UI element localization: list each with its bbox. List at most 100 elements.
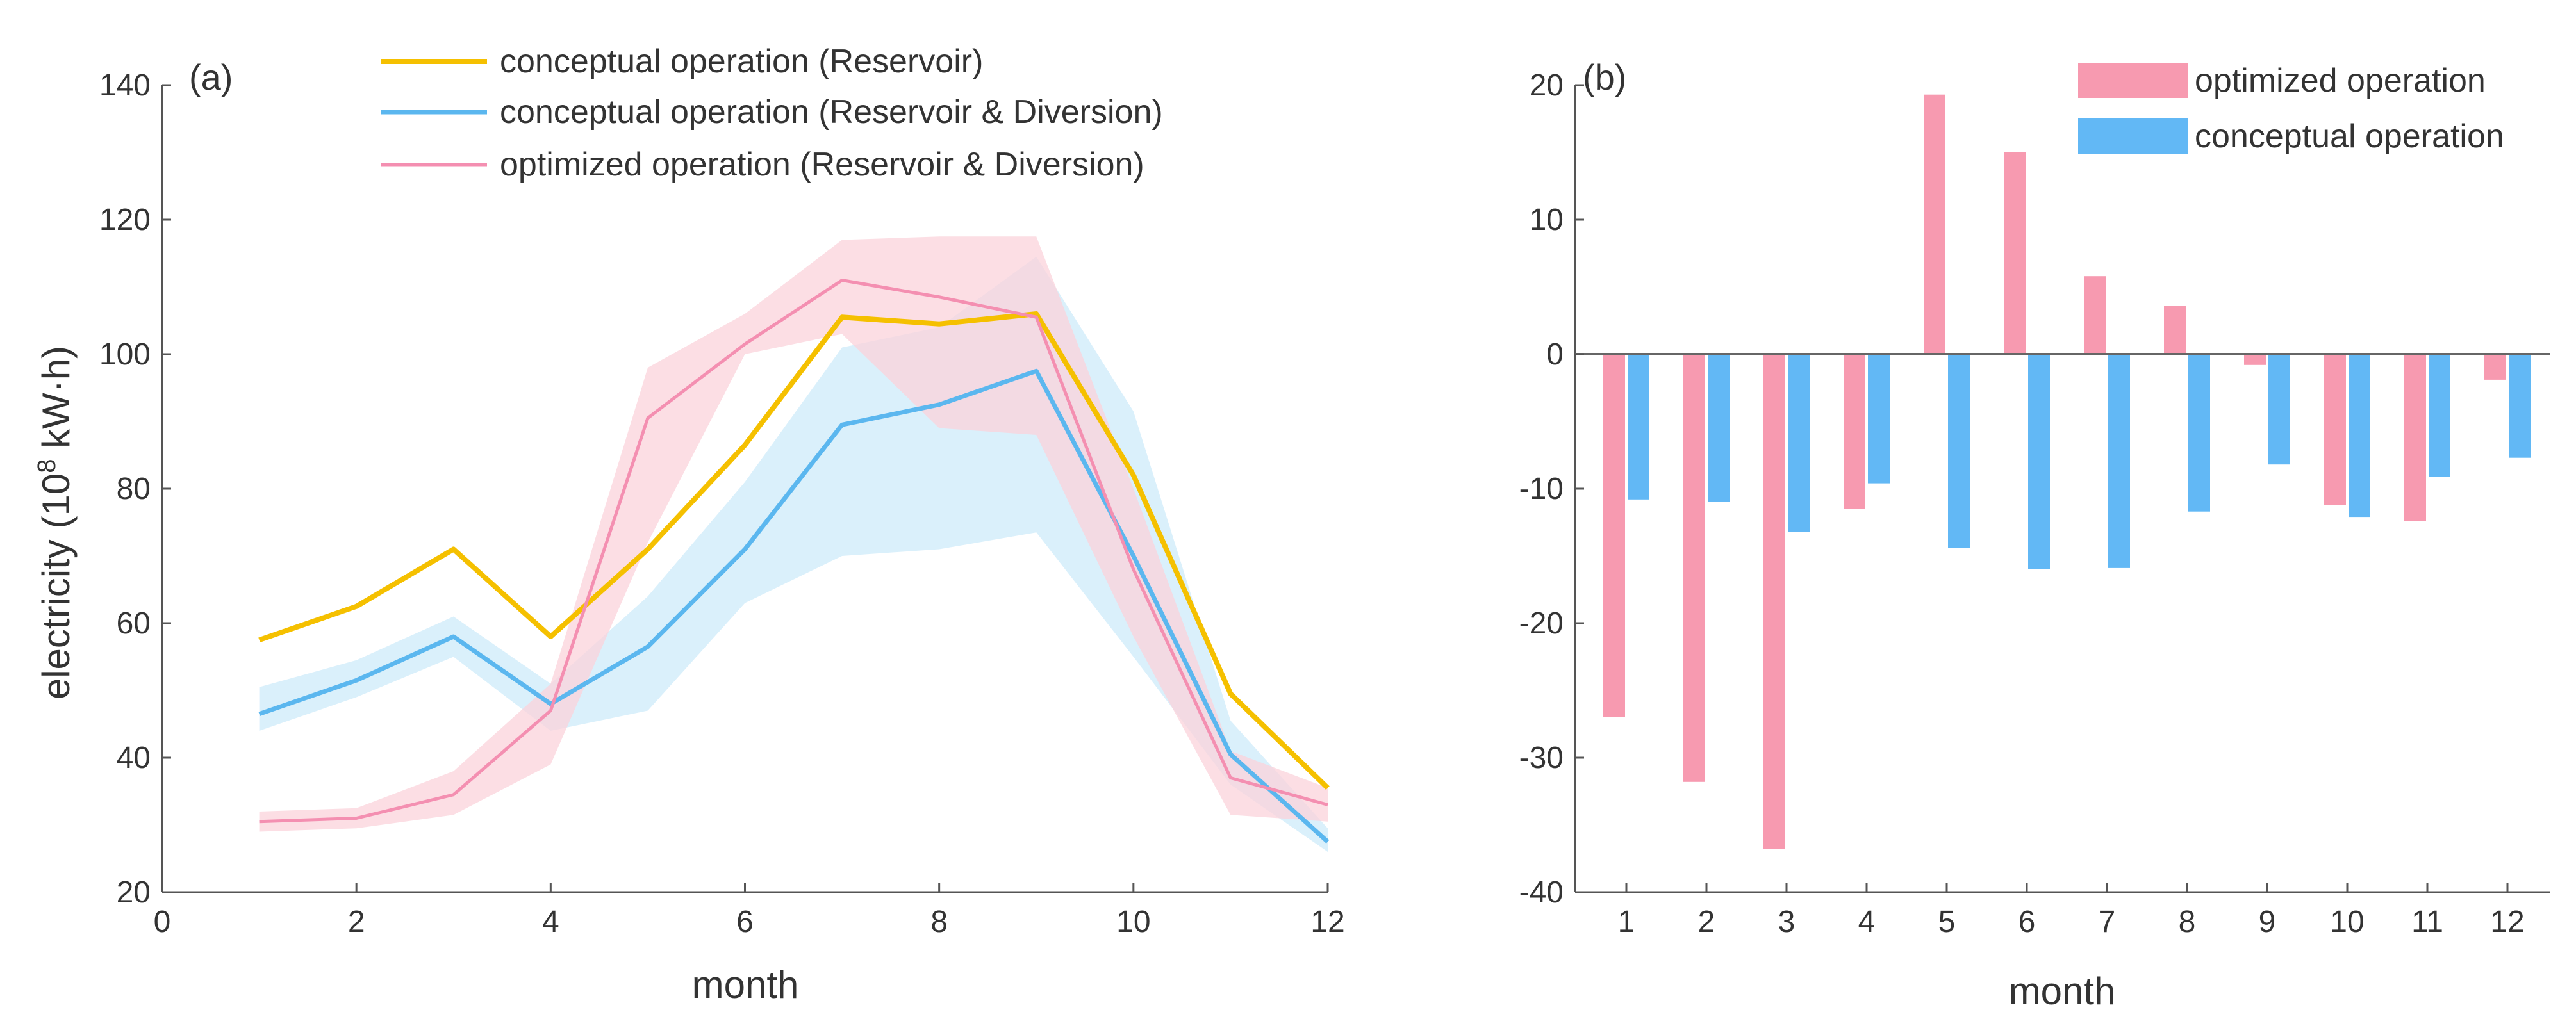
conceptual-bar-month-5 [1948, 354, 1970, 548]
panel-b-x-tick-label: 10 [2330, 905, 2364, 939]
optimized-bar-month-6 [2004, 152, 2026, 354]
panel-a-y-tick-label: 60 [117, 607, 151, 640]
series-1-line [258, 311, 1330, 790]
series-3-band [259, 236, 1328, 832]
series-1-point [647, 549, 648, 550]
panel-a-x-tick-label: 2 [348, 905, 365, 939]
series-1-point [1327, 787, 1328, 788]
legend-swatch-optimized [2078, 63, 2188, 98]
y-label-exponent: 8 [33, 459, 61, 473]
panel-b-y-tick-label: 20 [1530, 69, 1564, 102]
panel-a-y-tick-label: 20 [117, 876, 151, 910]
panel-b-x-tick-label: 6 [2019, 905, 2036, 939]
optimized-bar-month-8 [2164, 306, 2186, 354]
optimized-bar-month-2 [1683, 354, 1705, 782]
series-3-line [259, 279, 1328, 824]
series-2-point [1133, 555, 1134, 557]
panel-b-y-tick-label: -40 [1519, 876, 1564, 910]
panel-a-line-chart: 0 2 4 6 8 10 12 20 40 60 80 100 120 140 (a) month el… [33, 43, 1345, 1006]
series-2-point [745, 549, 746, 550]
panel-a-x-tick-label: 10 [1116, 905, 1150, 939]
optimized-bar-month-10 [2324, 354, 2346, 505]
optimized-bar-month-12 [2484, 354, 2506, 380]
conceptual-bar-month-11 [2429, 354, 2450, 477]
panel-a-y-tick-label: 40 [117, 741, 151, 775]
panel-a-y-axis-label: electricity (108 kW·h) [33, 346, 78, 699]
panel-a-y-tick-label: 120 [99, 203, 151, 237]
panel-b-label: (b) [1583, 57, 1626, 97]
legend-label-series-1: conceptual operation (Reservoir) [500, 43, 983, 80]
optimized-bar-month-11 [2404, 354, 2426, 521]
series-1-point [356, 606, 357, 607]
series-2-line [258, 368, 1330, 844]
legend-label-optimized: optimized operation [2195, 62, 2486, 99]
optimized-bar-month-3 [1763, 354, 1785, 849]
legend-label-series-2: conceptual operation (Reservoir & Divers… [500, 94, 1163, 131]
optimized-bar-month-5 [1924, 94, 1945, 354]
panel-b-x-tick-label: 8 [2179, 905, 2196, 939]
series-1-point [939, 323, 940, 325]
series-3-point [1036, 316, 1037, 318]
panel-b-x-tick-label: 3 [1778, 905, 1796, 939]
panel-b-y-tick-label: -20 [1519, 607, 1564, 640]
legend-swatch-conceptual [2078, 118, 2188, 154]
series-3-point [1327, 804, 1328, 806]
series-2-point [841, 424, 843, 425]
series-3-point [453, 794, 454, 795]
optimized-bar-month-9 [2244, 354, 2266, 365]
series-2-point [453, 636, 454, 637]
conceptual-bar-month-8 [2188, 354, 2210, 512]
series-3-point [647, 418, 648, 419]
panel-b-legend: optimized operation conceptual operation [2078, 62, 2504, 155]
optimized-bar-month-4 [1844, 354, 1865, 509]
series-1-point [453, 549, 454, 550]
panel-b-x-axis-label: month [2009, 970, 2116, 1013]
panel-b-x-tick-label: 9 [2259, 905, 2276, 939]
panel-b-x-ticks: 1 2 3 4 5 6 7 8 9 10 11 12 [1618, 883, 2525, 939]
series-2-point [1230, 754, 1231, 755]
panel-b-x-tick-label: 1 [1618, 905, 1635, 939]
panel-b-x-tick-label: 4 [1858, 905, 1876, 939]
panel-a-y-tick-label: 100 [99, 338, 151, 371]
conceptual-bar-month-2 [1708, 354, 1730, 502]
series-2-point [939, 404, 940, 405]
panel-a-x-axis-label: month [692, 963, 799, 1006]
panel-b-x-tick-label: 7 [2099, 905, 2116, 939]
optimized-bar-month-1 [1603, 354, 1625, 717]
conceptual-bar-month-4 [1868, 354, 1890, 484]
series-1-point [745, 445, 746, 446]
panel-a-x-tick-label: 8 [930, 905, 948, 939]
panel-a-x-tick-label: 4 [542, 905, 559, 939]
panel-a-y-ticks: 20 40 60 80 100 120 140 [99, 69, 171, 910]
optimized-bar-month-7 [2084, 276, 2106, 354]
series-3-point [1230, 778, 1231, 779]
panel-b-y-tick-label: 0 [1546, 338, 1564, 371]
y-label-suffix: kW·h) [35, 346, 78, 459]
series-2-point [356, 680, 357, 681]
panel-b-y-tick-label: -30 [1519, 741, 1564, 775]
conceptual-bar-month-6 [2028, 354, 2050, 569]
legend-label-series-3: optimized operation (Reservoir & Diversi… [500, 146, 1144, 183]
series-3-point [259, 821, 260, 822]
conceptual-bar-month-3 [1788, 354, 1810, 532]
panel-b-x-tick-label: 11 [2411, 905, 2443, 939]
series-3-point [939, 297, 940, 298]
series-3-point [356, 818, 357, 819]
series-2-point [647, 646, 648, 648]
panel-a-lines [258, 279, 1330, 844]
conceptual-bar-month-10 [2349, 354, 2370, 518]
series-1-point [550, 636, 551, 637]
series-3-point [841, 280, 843, 281]
y-label-prefix: electricity (10 [35, 473, 78, 699]
panel-a-x-tick-label: 0 [154, 905, 171, 939]
panel-a-x-tick-label: 12 [1310, 905, 1344, 939]
panel-a-y-tick-label: 140 [99, 69, 151, 102]
panel-b-bars [1603, 94, 2531, 849]
panel-a-y-tick-label: 80 [117, 472, 151, 506]
conceptual-bar-month-7 [2108, 354, 2130, 568]
panel-b-y-ticks: -40 -30 -20 -10 0 10 20 [1519, 69, 1584, 910]
conceptual-bar-month-12 [2509, 354, 2531, 458]
conceptual-bar-month-9 [2268, 354, 2290, 465]
